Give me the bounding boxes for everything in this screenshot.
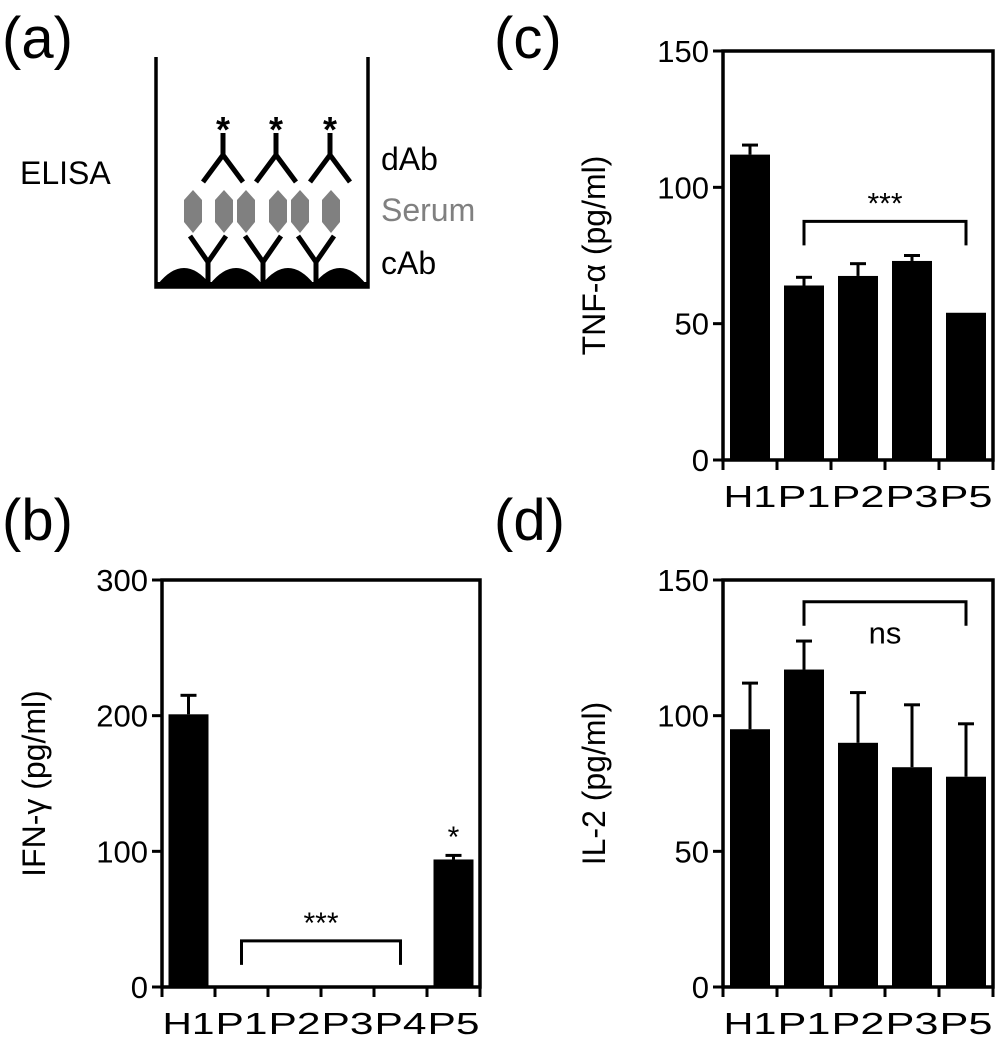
serum-antigen-icon: [322, 190, 340, 233]
significance-label: ***: [867, 187, 902, 220]
y-axis-title: IL-2 (pg/ml): [576, 702, 612, 866]
x-tick-label: P5: [940, 1006, 993, 1041]
y-tick-label: 0: [131, 970, 148, 1005]
capture-antibody-icon: [295, 234, 337, 282]
panel-label-d: (d): [494, 488, 565, 553]
x-tick-label: P1: [778, 1006, 831, 1041]
coating-domes: [158, 268, 366, 284]
y-tick-label: 0: [692, 443, 709, 478]
x-tick-label: P2: [269, 1006, 321, 1041]
x-tick-label: P2: [832, 1006, 885, 1041]
cab-label: cAb: [381, 245, 436, 281]
x-tick-label: P4: [375, 1006, 427, 1041]
elisa-label: ELISA: [20, 155, 111, 191]
detection-antibodies: * * *: [200, 109, 353, 184]
bar-P1: [784, 285, 824, 460]
detection-marker-icon: *: [323, 109, 337, 150]
y-tick-label: 100: [96, 834, 148, 869]
y-tick-label: 100: [657, 170, 709, 205]
serum-antigen-icon: [291, 190, 309, 233]
chart-il-2: 0 50 100 150 H1 P1 P2 P3 P5 IL-2 (pg/ml) ns: [576, 563, 995, 1041]
y-tick-label: 50: [675, 307, 709, 342]
well-base: [156, 282, 368, 288]
coating-dome: [262, 268, 314, 284]
y-tick-label: 50: [675, 834, 709, 869]
capture-antibody-icon: [187, 234, 229, 282]
serum-antigen-icon: [237, 190, 255, 233]
significance-bracket: [802, 600, 968, 626]
bar-P2: [838, 742, 878, 987]
chart-tnf-alpha: 0 50 100 150 H1 P1 P2 P3 P5 TNF-α (pg/ml) ***: [576, 34, 995, 514]
bar-P3: [892, 767, 932, 987]
panel-label-b: (b): [2, 488, 73, 553]
detection-antibody-icon: [253, 133, 299, 184]
x-tick-label: P3: [886, 1006, 939, 1041]
significance-bracket: [240, 939, 402, 965]
y-tick-label: 100: [657, 699, 709, 734]
x-tick-label: P5: [428, 1006, 480, 1041]
y-tick-label: 300: [96, 563, 148, 598]
serum-antigens: [184, 190, 340, 233]
capture-antibody-icon: [242, 234, 284, 282]
y-axis-title: TNF-α (pg/ml): [576, 156, 612, 356]
serum-label: Serum: [381, 192, 475, 228]
x-tick-label: P3: [322, 1006, 374, 1041]
plot-frame: [721, 49, 995, 462]
x-tick-label: P1: [778, 479, 831, 514]
x-tick-label: H1: [163, 1006, 215, 1041]
panel-label-a: (a): [2, 6, 73, 71]
x-tick-label: P3: [886, 479, 939, 514]
y-tick-label: 0: [692, 970, 709, 1005]
significance-label: ***: [303, 907, 338, 940]
x-tick-label: H1: [724, 479, 777, 514]
bar-P1: [784, 669, 824, 987]
bar-H1: [168, 714, 209, 987]
bar-P5: [946, 312, 986, 460]
serum-antigen-icon: [215, 190, 233, 233]
significance-label: *: [448, 821, 460, 854]
bar-P5: [946, 776, 986, 987]
bar-H1: [730, 729, 770, 987]
y-axis-title: IFN-γ (pg/ml): [16, 690, 52, 877]
significance-bracket: [802, 219, 968, 246]
panel-label-c: (c): [494, 6, 562, 71]
x-tick-label: P5: [940, 479, 993, 514]
coating-dome: [210, 268, 262, 284]
y-tick-label: 200: [96, 699, 148, 734]
y-tick-label: 150: [657, 34, 709, 69]
coating-dome: [314, 268, 366, 284]
bar-H1: [730, 154, 770, 460]
plot-frame: [721, 578, 995, 989]
detection-antibody-icon: [200, 133, 246, 184]
detection-marker-icon: *: [216, 109, 230, 150]
bar-P3: [892, 260, 932, 460]
detection-marker-icon: *: [269, 109, 283, 150]
serum-antigen-icon: [269, 190, 287, 233]
elisa-diagram: ELISA * * * dAb Serum cAb: [20, 57, 475, 289]
significance-label: ns: [869, 616, 902, 651]
capture-antibodies: [187, 234, 337, 282]
bar-P5: [433, 859, 474, 987]
coating-dome: [158, 268, 210, 284]
serum-antigen-icon: [184, 190, 202, 233]
bar-P2: [838, 275, 878, 460]
x-tick-label: P2: [832, 479, 885, 514]
x-tick-label: H1: [724, 1006, 777, 1041]
detection-antibody-icon: [307, 133, 353, 184]
y-tick-label: 150: [657, 563, 709, 598]
dab-label: dAb: [381, 141, 438, 177]
x-tick-label: P1: [216, 1006, 268, 1041]
